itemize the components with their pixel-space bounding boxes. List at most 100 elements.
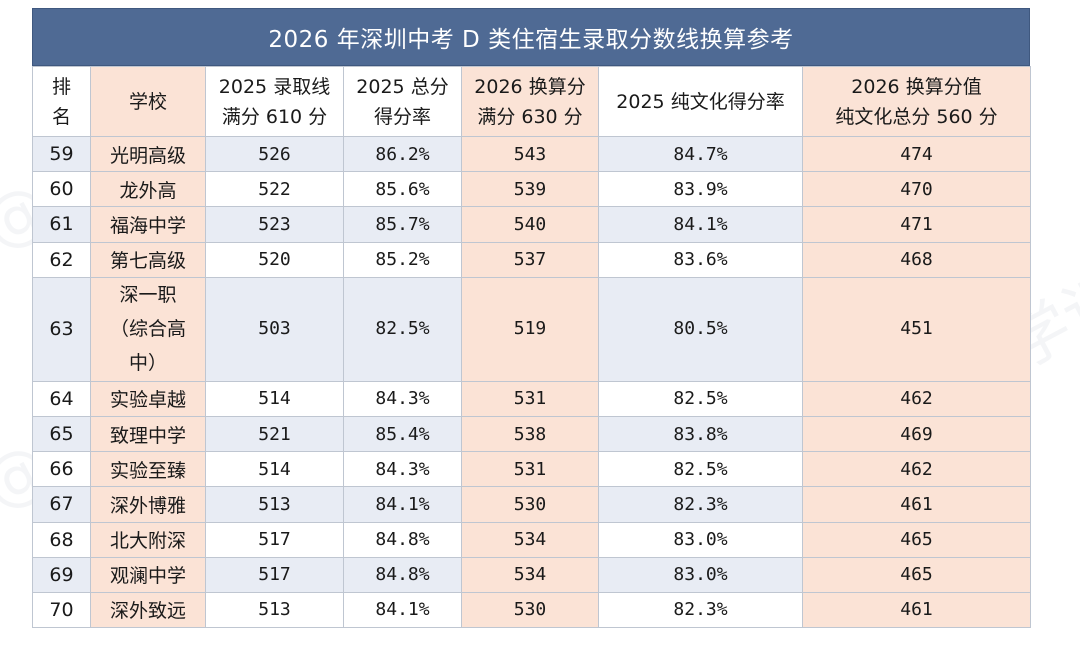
rank-cell: 63 (32, 276, 91, 382)
pure-rate-2025-cell: 82.5% (598, 380, 803, 417)
school-cell: 深外博雅 (90, 486, 206, 523)
pure-rate-2025-cell: 83.8% (598, 415, 803, 453)
conv-2026-cell: 543 (461, 135, 599, 173)
header-row: 排 名 学校 2025 录取线 满分 610 分 2025 总分 得分率 202… (32, 66, 1031, 137)
rank-cell: 62 (32, 241, 91, 278)
conv-2026-cell: 531 (461, 380, 599, 417)
rank-cell: 65 (32, 415, 91, 453)
header-conv-2026: 2026 换算分 满分 630 分 (461, 66, 599, 137)
conv-2026-cell: 534 (461, 521, 599, 558)
school-cell: 光明高级 (90, 135, 206, 173)
rank-cell: 70 (32, 591, 91, 629)
header-rank: 排 名 (32, 66, 91, 137)
rank-cell: 69 (32, 556, 91, 593)
school-cell: 实验至臻 (90, 451, 206, 488)
rate-2025-cell: 84.3% (343, 380, 462, 417)
rate-2025-cell: 86.2% (343, 135, 462, 173)
conv-2026-cell: 530 (461, 486, 599, 523)
rate-2025-cell: 82.5% (343, 276, 462, 382)
conv-2026-cell: 537 (461, 241, 599, 278)
base-2025-cell: 503 (205, 276, 344, 382)
school-cell: 实验卓越 (90, 380, 206, 417)
base-2025-cell: 513 (205, 486, 344, 523)
header-pure-rate-2025: 2025 纯文化得分率 (598, 66, 803, 137)
pure-rate-2025-cell: 80.5% (598, 276, 803, 382)
school-cell: 观澜中学 (90, 556, 206, 593)
table-row: 61 福海中学 523 85.7% 540 84.1% 471 (32, 206, 1031, 243)
pure-2026-cell: 470 (802, 171, 1031, 208)
base-2025-cell: 520 (205, 241, 344, 278)
pure-rate-2025-cell: 83.9% (598, 171, 803, 208)
base-2025-cell: 522 (205, 171, 344, 208)
table-row: 64 实验卓越 514 84.3% 531 82.5% 462 (32, 380, 1031, 417)
pure-rate-2025-cell: 84.7% (598, 135, 803, 173)
base-2025-cell: 513 (205, 591, 344, 629)
pure-2026-cell: 461 (802, 591, 1031, 629)
table-row: 63 深一职 （综合高 中） 503 82.5% 519 80.5% 451 (32, 276, 1031, 382)
pure-2026-cell: 462 (802, 380, 1031, 417)
rate-2025-cell: 84.1% (343, 591, 462, 629)
pure-2026-cell: 465 (802, 521, 1031, 558)
conv-2026-cell: 519 (461, 276, 599, 382)
pure-rate-2025-cell: 83.6% (598, 241, 803, 278)
header-rate-2025: 2025 总分 得分率 (343, 66, 462, 137)
table-row: 67 深外博雅 513 84.1% 530 82.3% 461 (32, 486, 1031, 523)
rate-2025-cell: 85.7% (343, 206, 462, 243)
table-row: 62 第七高级 520 85.2% 537 83.6% 468 (32, 241, 1031, 278)
base-2025-cell: 526 (205, 135, 344, 173)
conv-2026-cell: 538 (461, 415, 599, 453)
table-row: 69 观澜中学 517 84.8% 534 83.0% 465 (32, 556, 1031, 593)
pure-2026-cell: 462 (802, 451, 1031, 488)
pure-rate-2025-cell: 83.0% (598, 521, 803, 558)
rank-cell: 68 (32, 521, 91, 558)
pure-rate-2025-cell: 84.1% (598, 206, 803, 243)
school-cell: 致理中学 (90, 415, 206, 453)
base-2025-cell: 514 (205, 380, 344, 417)
school-cell: 龙外高 (90, 171, 206, 208)
pure-rate-2025-cell: 83.0% (598, 556, 803, 593)
conv-2026-cell: 530 (461, 591, 599, 629)
rank-cell: 59 (32, 135, 91, 173)
pure-rate-2025-cell: 82.3% (598, 486, 803, 523)
pure-2026-cell: 468 (802, 241, 1031, 278)
rate-2025-cell: 85.6% (343, 171, 462, 208)
pure-2026-cell: 471 (802, 206, 1031, 243)
pure-2026-cell: 469 (802, 415, 1031, 453)
header-school: 学校 (90, 66, 206, 137)
pure-2026-cell: 461 (802, 486, 1031, 523)
base-2025-cell: 521 (205, 415, 344, 453)
school-cell: 福海中学 (90, 206, 206, 243)
school-cell: 第七高级 (90, 241, 206, 278)
base-2025-cell: 523 (205, 206, 344, 243)
base-2025-cell: 517 (205, 556, 344, 593)
table-row: 68 北大附深 517 84.8% 534 83.0% 465 (32, 521, 1031, 558)
school-cell: 北大附深 (90, 521, 206, 558)
school-cell: 深一职 （综合高 中） (90, 276, 206, 382)
rank-cell: 66 (32, 451, 91, 488)
rank-cell: 60 (32, 171, 91, 208)
pure-2026-cell: 451 (802, 276, 1031, 382)
school-cell: 深外致远 (90, 591, 206, 629)
conv-2026-cell: 534 (461, 556, 599, 593)
rate-2025-cell: 84.8% (343, 521, 462, 558)
score-table-sheet: 2026 年深圳中考 D 类住宿生录取分数线换算参考 排 名 学校 2025 录… (32, 8, 1031, 629)
header-base-2025: 2025 录取线 满分 610 分 (205, 66, 344, 137)
rate-2025-cell: 85.4% (343, 415, 462, 453)
base-2025-cell: 517 (205, 521, 344, 558)
conv-2026-cell: 531 (461, 451, 599, 488)
rate-2025-cell: 84.1% (343, 486, 462, 523)
header-pure-2026: 2026 换算分值 纯文化总分 560 分 (802, 66, 1031, 137)
base-2025-cell: 514 (205, 451, 344, 488)
conv-2026-cell: 539 (461, 171, 599, 208)
rank-cell: 64 (32, 380, 91, 417)
rate-2025-cell: 84.3% (343, 451, 462, 488)
rate-2025-cell: 84.8% (343, 556, 462, 593)
pure-rate-2025-cell: 82.5% (598, 451, 803, 488)
table-row: 66 实验至臻 514 84.3% 531 82.5% 462 (32, 451, 1031, 488)
pure-2026-cell: 465 (802, 556, 1031, 593)
rank-cell: 61 (32, 206, 91, 243)
rate-2025-cell: 85.2% (343, 241, 462, 278)
table-row: 65 致理中学 521 85.4% 538 83.8% 469 (32, 415, 1031, 453)
pure-rate-2025-cell: 82.3% (598, 591, 803, 629)
table-title: 2026 年深圳中考 D 类住宿生录取分数线换算参考 (32, 8, 1030, 66)
